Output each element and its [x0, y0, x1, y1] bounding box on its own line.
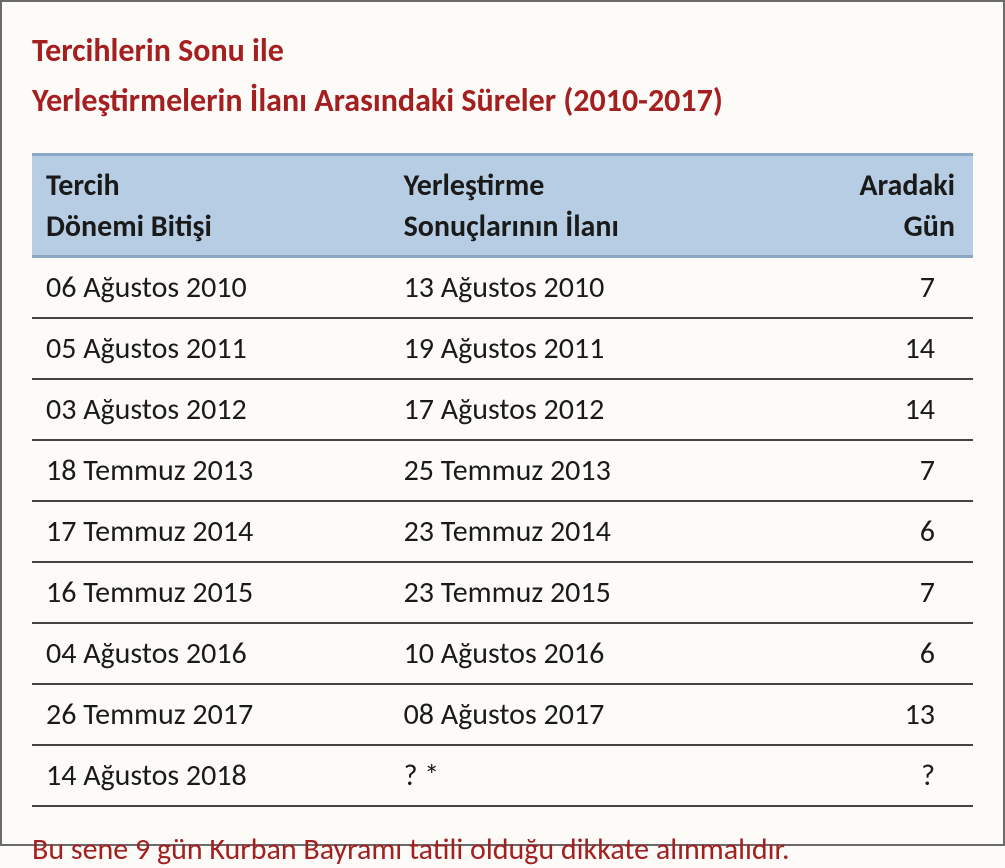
cell-announcement: ? * — [390, 745, 804, 806]
table-row: 26 Temmuz 2017 08 Ağustos 2017 13 — [32, 684, 973, 745]
cell-announcement: 25 Temmuz 2013 — [390, 440, 804, 501]
cell-end-date: 14 Ağustos 2018 — [32, 745, 390, 806]
cell-days: 13 — [804, 684, 973, 745]
cell-end-date: 18 Temmuz 2013 — [32, 440, 390, 501]
col-header-line1: Tercih — [46, 167, 120, 204]
col-header-end-date: Tercih Dönemi Bitişi — [32, 155, 390, 257]
cell-days: 6 — [804, 501, 973, 562]
cell-end-date: 03 Ağustos 2012 — [32, 379, 390, 440]
cell-announcement: 23 Temmuz 2014 — [390, 501, 804, 562]
cell-days: 6 — [804, 623, 973, 684]
cell-announcement: 10 Ağustos 2016 — [390, 623, 804, 684]
col-header-line1: Aradaki — [859, 167, 955, 204]
page-title: Tercihlerin Sonu ile Yerleştirmelerin İl… — [32, 26, 973, 125]
cell-days: 14 — [804, 318, 973, 379]
data-table: Tercih Dönemi Bitişi Yerleştirme Sonuçla… — [32, 153, 973, 807]
cell-days: 7 — [804, 257, 973, 319]
cell-days: ? — [804, 745, 973, 806]
table-row: 05 Ağustos 2011 19 Ağustos 2011 14 — [32, 318, 973, 379]
cell-announcement: 08 Ağustos 2017 — [390, 684, 804, 745]
table-row: 03 Ağustos 2012 17 Ağustos 2012 14 — [32, 379, 973, 440]
cell-announcement: 19 Ağustos 2011 — [390, 318, 804, 379]
cell-end-date: 06 Ağustos 2010 — [32, 257, 390, 319]
cell-announcement: 23 Temmuz 2015 — [390, 562, 804, 623]
table-row: 16 Temmuz 2015 23 Temmuz 2015 7 — [32, 562, 973, 623]
table-header-row: Tercih Dönemi Bitişi Yerleştirme Sonuçla… — [32, 155, 973, 257]
table-row: 18 Temmuz 2013 25 Temmuz 2013 7 — [32, 440, 973, 501]
page-container: Tercihlerin Sonu ile Yerleştirmelerin İl… — [0, 0, 1005, 846]
table-row: 14 Ağustos 2018 ? * ? — [32, 745, 973, 806]
table-row: 17 Temmuz 2014 23 Temmuz 2014 6 — [32, 501, 973, 562]
col-header-line2: Gün — [904, 208, 955, 245]
col-header-announcement: Yerleştirme Sonuçlarının İlanı — [390, 155, 804, 257]
col-header-days: Aradaki Gün — [804, 155, 973, 257]
cell-days: 7 — [804, 562, 973, 623]
cell-end-date: 04 Ağustos 2016 — [32, 623, 390, 684]
cell-announcement: 13 Ağustos 2010 — [390, 257, 804, 319]
col-header-line1: Yerleştirme — [404, 167, 545, 204]
cell-end-date: 17 Temmuz 2014 — [32, 501, 390, 562]
cell-end-date: 05 Ağustos 2011 — [32, 318, 390, 379]
table-body: 06 Ağustos 2010 13 Ağustos 2010 7 05 Ağu… — [32, 257, 973, 807]
col-header-line2: Sonuçlarının İlanı — [404, 208, 619, 245]
table-row: 04 Ağustos 2016 10 Ağustos 2016 6 — [32, 623, 973, 684]
cell-announcement: 17 Ağustos 2012 — [390, 379, 804, 440]
table-row: 06 Ağustos 2010 13 Ağustos 2010 7 — [32, 257, 973, 319]
title-line-2: Yerleştirmelerin İlanı Arasındaki Sürele… — [32, 81, 723, 120]
cell-end-date: 26 Temmuz 2017 — [32, 684, 390, 745]
footnote: Bu sene 9 gün Kurban Bayramı tatili oldu… — [32, 831, 973, 868]
col-header-line2: Dönemi Bitişi — [46, 208, 212, 245]
cell-days: 7 — [804, 440, 973, 501]
title-line-1: Tercihlerin Sonu ile — [32, 31, 284, 70]
cell-days: 14 — [804, 379, 973, 440]
cell-end-date: 16 Temmuz 2015 — [32, 562, 390, 623]
